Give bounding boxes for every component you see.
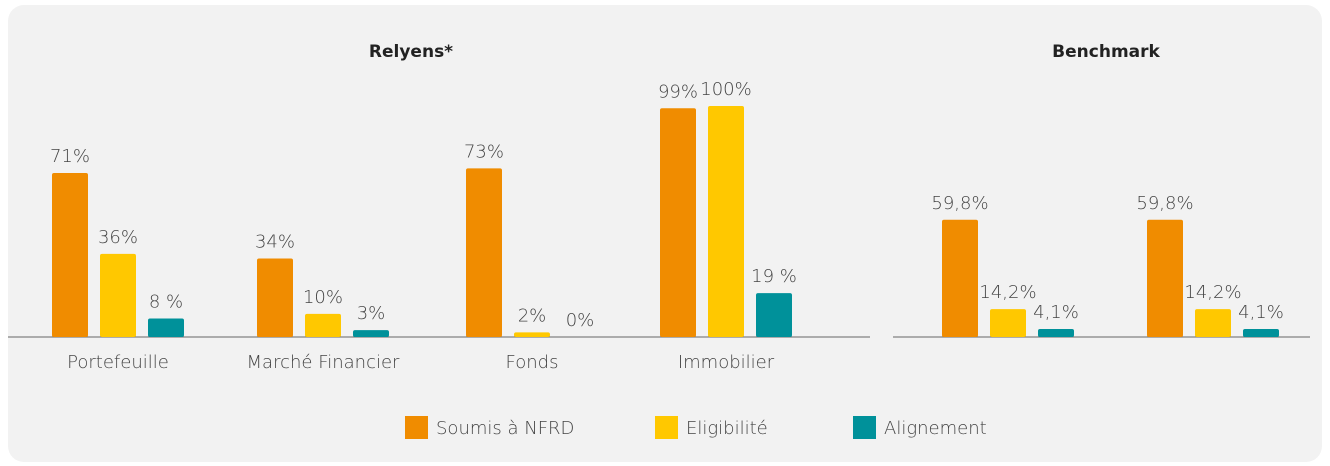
value-label: 19 % bbox=[751, 266, 797, 287]
bar bbox=[52, 172, 88, 337]
bar bbox=[100, 253, 136, 337]
value-label: 59,8% bbox=[931, 193, 988, 214]
legend-label: Soumis à NFRD bbox=[436, 418, 574, 439]
bar bbox=[257, 258, 293, 337]
value-label: 36% bbox=[98, 227, 138, 248]
value-label: 14,2% bbox=[1184, 282, 1241, 303]
x-tick-label: Marché Financier bbox=[247, 352, 401, 373]
value-label: 2% bbox=[518, 305, 547, 326]
bar bbox=[148, 318, 184, 337]
legend-label: Alignement bbox=[884, 418, 987, 439]
value-label: 73% bbox=[464, 141, 504, 162]
bar bbox=[660, 108, 696, 337]
bar bbox=[466, 168, 502, 337]
x-tick-label: Immobilier bbox=[678, 352, 775, 373]
legend-swatch bbox=[853, 416, 876, 439]
bar bbox=[305, 313, 341, 337]
bar bbox=[1147, 219, 1183, 337]
value-label: 99% bbox=[658, 81, 698, 102]
value-label: 71% bbox=[50, 146, 90, 167]
x-tick-label: Fonds bbox=[506, 352, 559, 373]
value-label: 14,2% bbox=[979, 282, 1036, 303]
value-label: 10% bbox=[303, 287, 343, 308]
legend-swatch bbox=[405, 416, 428, 439]
bar bbox=[942, 219, 978, 337]
value-label: 59,8% bbox=[1136, 193, 1193, 214]
bar bbox=[708, 106, 744, 337]
value-label: 100% bbox=[700, 79, 751, 100]
value-label: 0% bbox=[566, 310, 595, 331]
value-label: 4,1% bbox=[1238, 302, 1284, 323]
bar bbox=[756, 293, 792, 337]
value-label: 34% bbox=[255, 231, 295, 252]
value-label: 4,1% bbox=[1033, 302, 1079, 323]
legend-swatch bbox=[655, 416, 678, 439]
chart-title: Relyens* bbox=[369, 42, 453, 62]
bar bbox=[990, 309, 1026, 337]
x-tick-label: Portefeuille bbox=[67, 352, 169, 373]
bar bbox=[514, 332, 550, 337]
chart-title: Benchmark bbox=[1052, 42, 1160, 62]
bar bbox=[353, 330, 389, 337]
value-label: 3% bbox=[357, 303, 386, 324]
bar bbox=[1243, 328, 1279, 337]
value-label: 8 % bbox=[149, 292, 183, 313]
bar bbox=[1195, 309, 1231, 337]
bar bbox=[1038, 328, 1074, 337]
legend-label: Eligibilité bbox=[686, 418, 768, 439]
